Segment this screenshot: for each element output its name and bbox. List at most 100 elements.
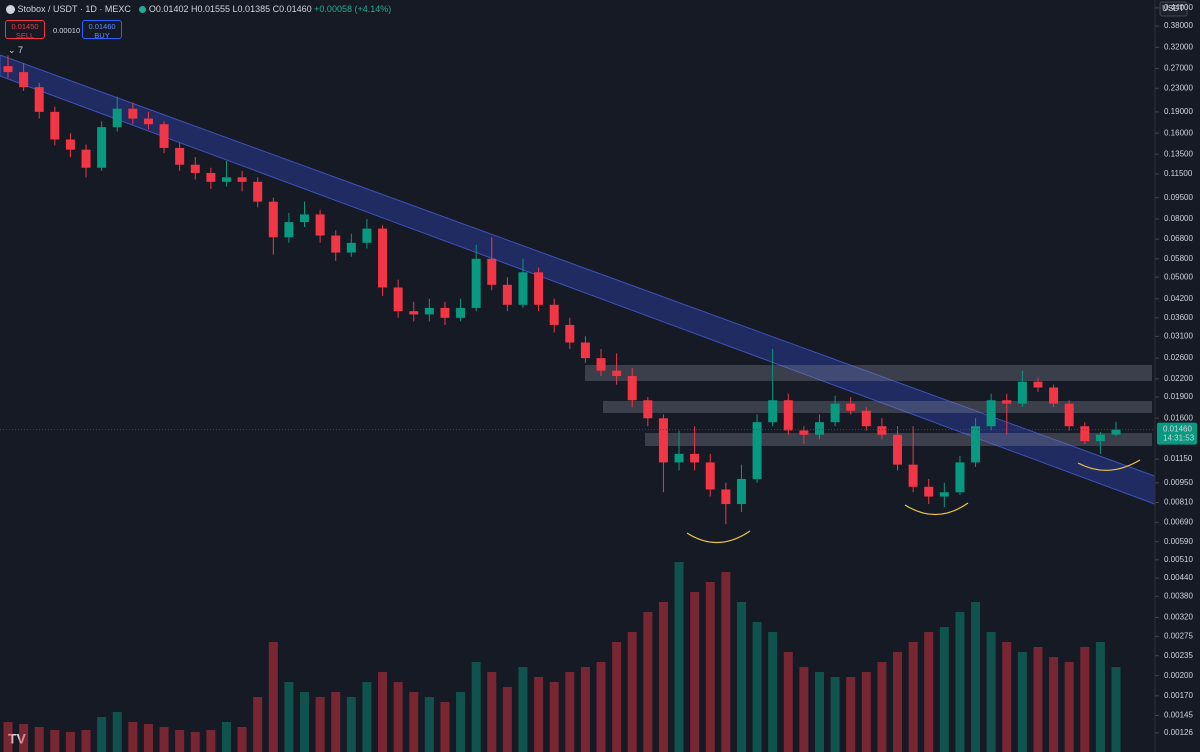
buy-button[interactable]: 0.01460 BUY xyxy=(82,20,122,40)
volume-bar xyxy=(643,612,653,752)
candle-body xyxy=(627,376,637,401)
y-tick-label: 0.13500 xyxy=(1164,149,1193,158)
y-tick-label: 0.11500 xyxy=(1164,169,1193,178)
candle-body xyxy=(268,201,278,238)
buy-price: 0.01460 xyxy=(88,22,116,31)
candle-body xyxy=(877,426,887,435)
volume-bar xyxy=(221,722,231,752)
candle-body xyxy=(1049,387,1059,404)
candle-body xyxy=(50,111,60,140)
candle-body xyxy=(1064,403,1074,427)
candle-body xyxy=(190,164,200,173)
candle-body xyxy=(893,434,903,465)
volume-bar xyxy=(237,727,247,752)
candle-body xyxy=(783,400,793,431)
candle-body xyxy=(643,400,653,419)
volume-bar xyxy=(487,672,497,752)
candle-body xyxy=(253,181,263,202)
candle-body xyxy=(409,311,419,315)
volume-bar xyxy=(736,602,746,752)
volume-bar xyxy=(705,582,715,752)
candle-body xyxy=(580,342,590,359)
volume-bar xyxy=(596,662,606,752)
volume-bar xyxy=(3,722,13,752)
volume-bar xyxy=(612,642,622,752)
candle-body xyxy=(393,287,403,312)
indicators-toggle[interactable]: ⌄ 7 xyxy=(8,45,24,55)
volume-bar xyxy=(768,632,778,752)
candle-body xyxy=(612,370,622,377)
volume-bar xyxy=(112,712,122,752)
volume-bar xyxy=(627,632,637,752)
volume-bar xyxy=(190,732,200,752)
volume-bar xyxy=(128,722,138,752)
candle-body xyxy=(924,486,934,497)
volume-bar xyxy=(97,717,107,752)
ohlc: O0.01402 xyxy=(148,4,189,14)
candle-body xyxy=(143,118,153,125)
volume-bar xyxy=(674,562,684,752)
y-tick-label: 0.02200 xyxy=(1164,374,1193,383)
price-scale: 0.44000 0.38000 0.32000 0.27000 0.23000 0.190… xyxy=(1155,3,1193,737)
y-tick-label: 0.09500 xyxy=(1164,193,1193,202)
candle-body xyxy=(65,139,75,150)
y-tick-label: 0.00145 xyxy=(1164,711,1193,720)
candle-body xyxy=(81,149,91,168)
candle-body xyxy=(736,478,746,505)
volume-bar xyxy=(409,692,419,752)
volume-bar xyxy=(19,724,29,752)
candle-body xyxy=(1033,381,1043,388)
y-tick-label: 0.08000 xyxy=(1164,214,1193,223)
currency[interactable]: USDT xyxy=(1162,4,1184,13)
volume-bar xyxy=(565,672,575,752)
y-tick-label: 0.38000 xyxy=(1164,21,1193,30)
volume-bar xyxy=(206,730,216,752)
volume-bar xyxy=(81,730,91,752)
volume-bar xyxy=(253,697,263,752)
y-tick-label: 0.00380 xyxy=(1164,591,1193,600)
last-price: 0.01460 xyxy=(1163,425,1192,434)
candle-body xyxy=(471,258,481,308)
change: +0.00058 (+4.14%) xyxy=(314,4,392,14)
candle-body xyxy=(175,147,185,165)
volume-bar xyxy=(658,602,668,752)
volume-bar xyxy=(1049,657,1059,752)
candle-body xyxy=(487,258,497,285)
volume-bar xyxy=(518,667,528,752)
candle-body xyxy=(939,492,949,497)
candle-body xyxy=(315,214,325,236)
volume-bar xyxy=(440,702,450,752)
indicators-count: 7 xyxy=(18,45,24,55)
candle-body xyxy=(300,214,310,223)
currency-button[interactable] xyxy=(1159,1,1188,17)
volume-bar xyxy=(549,682,559,752)
volume-bar xyxy=(690,592,700,752)
sell-button[interactable]: 0.01450 SELL xyxy=(5,20,45,40)
candle-body xyxy=(206,172,216,182)
y-tick-label: 0.00440 xyxy=(1164,573,1193,582)
volume-bar xyxy=(315,697,325,752)
candle-body xyxy=(908,464,918,487)
rounded-bottom xyxy=(686,530,751,544)
symbol[interactable]: Stobox / USDT · 1D · MEXC xyxy=(17,4,131,14)
volume-bar xyxy=(1002,642,1012,752)
y-tick-label: 0.16000 xyxy=(1164,128,1193,137)
candle-body xyxy=(378,228,388,288)
volume-bar xyxy=(1017,652,1027,752)
volume-bar xyxy=(456,692,466,752)
volume-bar xyxy=(955,612,965,752)
y-tick-label: 0.02600 xyxy=(1164,353,1193,362)
candle-body xyxy=(705,462,715,490)
volume-bar xyxy=(939,627,949,752)
volume-bar xyxy=(143,724,153,752)
candle-body xyxy=(237,177,247,182)
logo: TV xyxy=(8,731,27,747)
volume-bar xyxy=(861,672,871,752)
candle-body xyxy=(112,108,122,128)
volume-bar xyxy=(924,632,934,752)
y-tick-label: 0.00126 xyxy=(1164,728,1193,737)
candle-body xyxy=(658,418,668,463)
volume-bar xyxy=(814,672,824,752)
y-tick-label: 0.05000 xyxy=(1164,272,1193,281)
